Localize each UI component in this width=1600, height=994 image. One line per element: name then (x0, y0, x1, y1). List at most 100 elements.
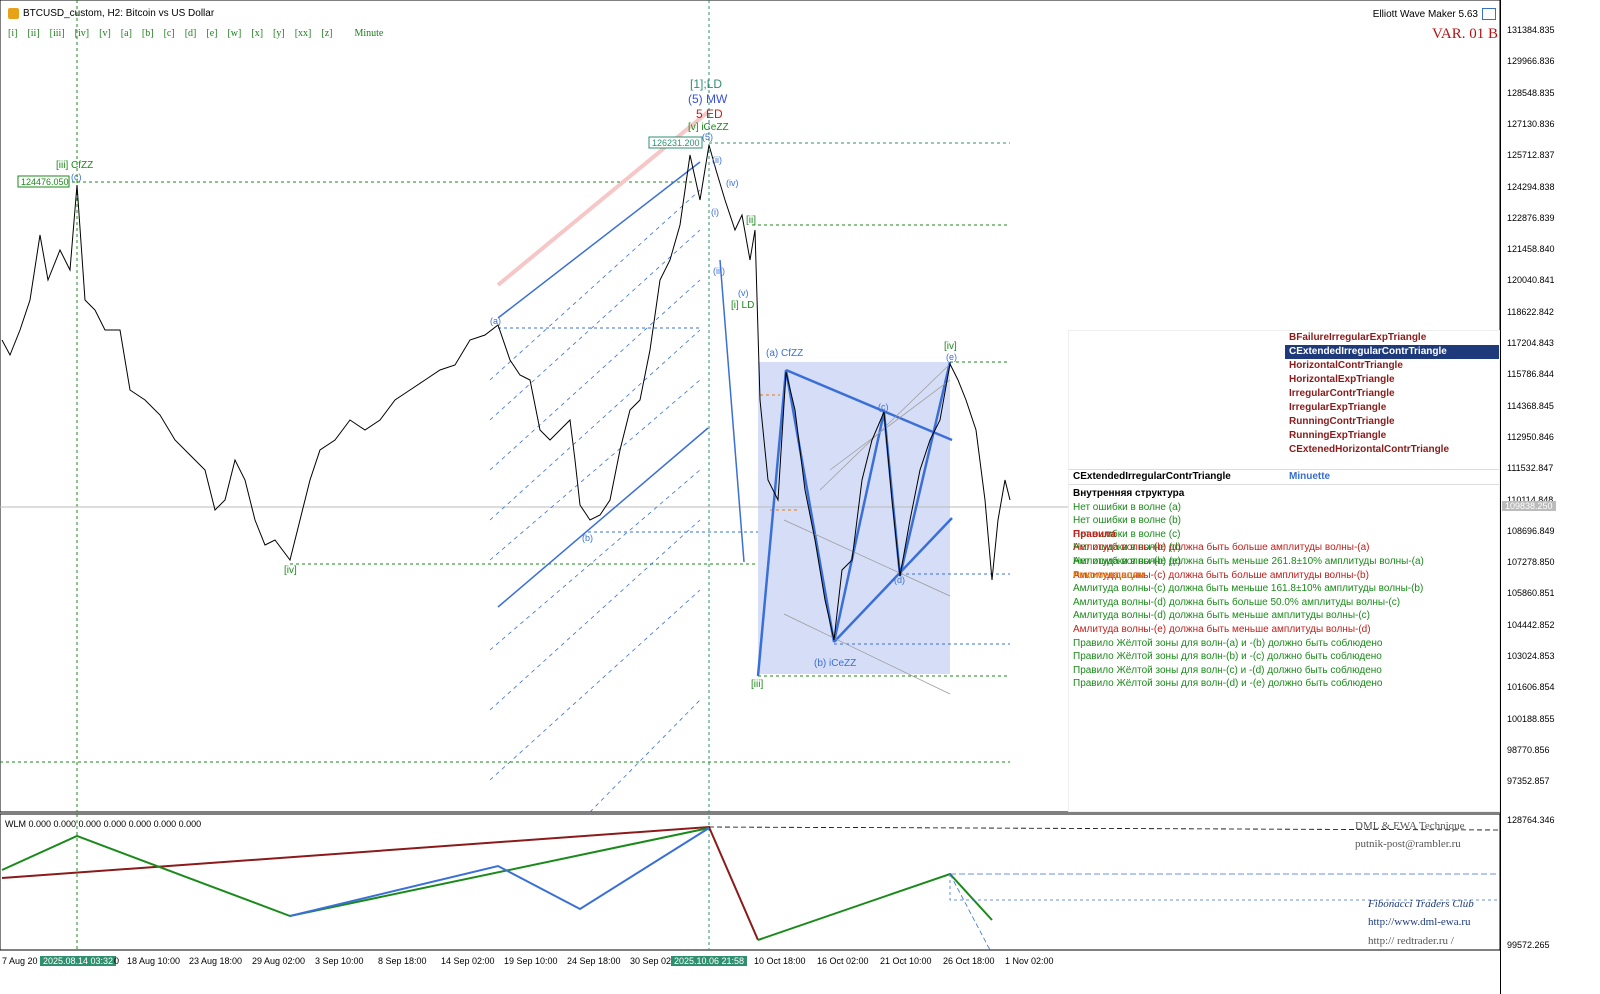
price-tick: 128548.835 (1507, 87, 1555, 98)
wave-button[interactable]: [e] (206, 28, 218, 39)
label-iii-small: (iii) (713, 266, 725, 276)
price-tick: 118622.842 (1507, 306, 1554, 317)
rule-item: Амлитуда волны-(b) должна быть меньше 26… (1073, 555, 1424, 567)
price-tick: 104442.852 (1507, 619, 1555, 630)
time-label: 14 Sep 02:00 (441, 956, 495, 966)
indicator-label: Elliott Wave Maker 5.63 (1372, 8, 1478, 20)
wave-button[interactable]: [iii] (49, 28, 65, 39)
chart-title-text: BTCUSD_custom, H2: Bitcoin vs US Dollar (23, 8, 215, 19)
indicator-icon[interactable] (1482, 8, 1496, 20)
credit-line: Fibonacci Traders Club (1368, 898, 1474, 910)
price-tick: 101606.854 (1507, 682, 1555, 693)
label-b-left: (b) (582, 533, 593, 543)
wave-button[interactable]: [a] (120, 28, 132, 39)
wave-buttons: [i] [ii] [iii] [iv] [v] [a] [b] [c] [d] [e] [w] [x]… (8, 28, 383, 39)
label-i-small: (i) (711, 207, 719, 217)
price-tick: 121458.840 (1507, 244, 1555, 255)
pattern-item[interactable]: HorizontalExpTriangle (1289, 374, 1395, 385)
label-a-cfzz: (a) CfZZ (766, 348, 803, 359)
wave-button[interactable]: [ii] (27, 28, 40, 39)
credit-line: DML & EWA Technique (1355, 820, 1465, 832)
rule-item: Правило Жёлтой зоны для волн-(a) и -(b) … (1073, 637, 1383, 649)
pattern-list: BFailureIrregularExpTriangle CExtendedIrr… (1285, 331, 1499, 457)
label-iv-right: [iv] (944, 341, 957, 352)
chart-icon (8, 8, 19, 19)
pattern-item[interactable]: IrregularContrTriangle (1289, 388, 1395, 399)
time-label: 18 Aug 10:00 (127, 956, 181, 966)
pattern-item[interactable]: HorizontalContrTriangle (1289, 360, 1403, 371)
price-series (1, 144, 1011, 641)
time-label: 21 Oct 10:00 (880, 956, 932, 966)
price-tick: 125712.837 (1507, 150, 1555, 161)
wave-button[interactable]: [v] (99, 28, 111, 39)
sub-tick: 128764.346 (1507, 815, 1555, 825)
label-iii-cfzz: [iii] CfZZ (56, 160, 93, 171)
wave-button[interactable]: [w] (227, 28, 242, 39)
price-tick: 107278.850 (1507, 557, 1555, 568)
rule-item: Амлитуда волны-(d) должна быть меньше ам… (1073, 610, 1371, 622)
rule-item: Правило Жёлтой зоны для волн-(c) и -(d) … (1073, 664, 1382, 676)
label-b-icezz: (b) iCeZZ (814, 658, 856, 669)
pattern-item[interactable]: BFailureIrregularExpTriangle (1289, 332, 1427, 343)
rules-title: Правила (1073, 528, 1117, 540)
label-iii-low: [iii] (751, 679, 763, 690)
label-d: (d) (894, 575, 905, 585)
degree-label[interactable]: Minuette (1289, 471, 1331, 482)
pattern-item[interactable]: CExtendedIrregularContrTriangle (1285, 345, 1499, 359)
wave-button[interactable]: Minute (354, 28, 384, 39)
label-iv-small: (iv) (726, 178, 739, 188)
label-ii: [ii] (746, 215, 756, 226)
wave-button[interactable]: [iv] (74, 28, 90, 39)
chart-title: BTCUSD_custom, H2: Bitcoin vs US Dollar (8, 8, 214, 19)
internal-item: Нет ошибки в волне (a) (1073, 501, 1181, 513)
price-tick: 110114.848 (1507, 494, 1554, 505)
pattern-item[interactable]: RunningExpTriangle (1289, 430, 1387, 441)
price-chart[interactable]: [1];LD (5) MW 5 ED [v] iCeZZ [iii] CfZZ … (0, 0, 1500, 994)
internal-title: Внутренняя структура (1073, 488, 1185, 499)
label-a-left: (a) (490, 316, 501, 326)
credit-line[interactable]: http:// redtrader.ru / (1368, 935, 1454, 947)
price-tick: 97352.857 (1507, 776, 1550, 787)
price-tick: 114368.845 (1507, 400, 1554, 411)
internal-item: Нет ошибки в волне (c) (1073, 528, 1181, 540)
price-tick: 122876.839 (1507, 212, 1555, 223)
credit-line[interactable]: http://www.dml-ewa.ru (1368, 916, 1471, 928)
price-tick: 131384.835 (1507, 25, 1555, 35)
wave-button[interactable]: [b] (141, 28, 154, 39)
time-label: 10 Oct 18:00 (754, 956, 806, 966)
wave-button[interactable]: [d] (184, 28, 197, 39)
price-box-high: 126231.200 (652, 138, 700, 148)
label-v-small: (v) (738, 288, 749, 298)
internal-item: Нет ошибки в волне (d) (1073, 542, 1181, 554)
wave-button[interactable]: [x] (251, 28, 264, 39)
rule-item: Правило Жёлтой зоны для волн-(b) и -(c) … (1073, 651, 1382, 663)
time-label: 2025.08.14 03:32 (40, 956, 117, 966)
price-tick: 103024.853 (1507, 651, 1555, 661)
wave-button[interactable]: [z] (321, 28, 333, 39)
credit-line: putnik-post@rambler.ru (1355, 838, 1461, 850)
pattern-item[interactable]: RunningContrTriangle (1289, 416, 1395, 427)
price-tick: 117204.843 (1507, 338, 1554, 348)
pattern-details: Внутренняя структура Нет ошибки в волне … (1073, 487, 1493, 689)
price-tick: 120040.841 (1507, 275, 1555, 286)
wave-button[interactable]: [c] (163, 28, 175, 39)
wave-button[interactable]: [i] (8, 28, 18, 39)
time-label: 8 Sep 18:00 (378, 956, 427, 966)
label-e: (e) (946, 352, 957, 362)
internal-item: Нет ошибки в волне (e) (1073, 555, 1181, 567)
time-label: 23 Aug 18:00 (189, 956, 243, 966)
selected-pattern: CExtendedIrregularContrTriangle (1073, 471, 1231, 482)
wave-button[interactable]: [y] (273, 28, 285, 39)
pattern-panel: BFailureIrregularExpTriangle CExtendedIrr… (1068, 330, 1500, 812)
price-tick: 112950.846 (1507, 431, 1554, 442)
label-c-mid: (c) (878, 402, 889, 412)
price-tick: 124294.838 (1507, 181, 1555, 192)
price-tick: 100188.855 (1507, 713, 1555, 724)
price-tick: 115786.844 (1507, 369, 1554, 380)
pattern-item[interactable]: IrregularExpTriangle (1289, 402, 1387, 413)
price-tick: 127130.836 (1507, 118, 1555, 129)
indicator-name: Elliott Wave Maker 5.63 (1373, 8, 1496, 20)
time-label: 30 Sep 02 (630, 956, 672, 966)
wave-button[interactable]: [xx] (294, 28, 312, 39)
pattern-item[interactable]: CExtenedHorizontalContrTriangle (1289, 444, 1450, 455)
